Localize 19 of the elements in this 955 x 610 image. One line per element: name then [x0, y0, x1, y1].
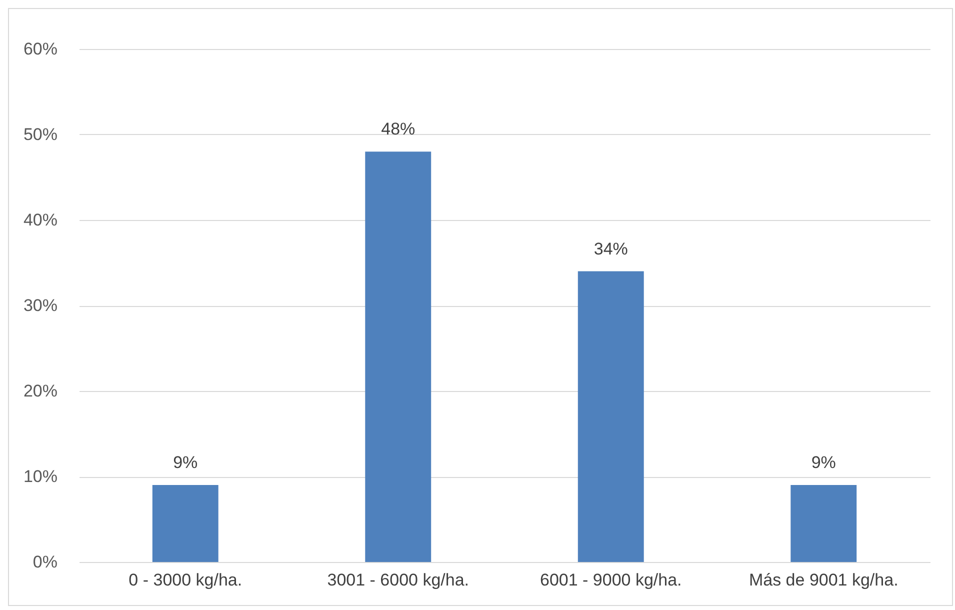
- y-tick-label: 40%: [23, 210, 58, 230]
- y-tick-label: 0%: [32, 552, 58, 572]
- bar: [790, 485, 857, 562]
- data-label: 9%: [173, 453, 198, 472]
- bar: [365, 152, 432, 562]
- y-tick-label: 30%: [23, 296, 58, 315]
- y-tick-label: 60%: [23, 40, 58, 58]
- bar: [152, 485, 218, 562]
- x-tick-label: 0 - 3000 kg/ha.: [128, 570, 242, 590]
- y-tick-label: 10%: [23, 467, 58, 486]
- x-tick-label: 3001 - 6000 kg/ha.: [327, 570, 470, 590]
- y-tick-label: 50%: [23, 125, 58, 144]
- x-tick-label: Más de 9001 kg/ha.: [748, 570, 898, 590]
- data-label: 48%: [381, 120, 416, 139]
- y-tick-label: 20%: [23, 382, 58, 400]
- x-tick-label: 6001 - 9000 kg/ha.: [540, 570, 682, 590]
- bar: [578, 271, 644, 562]
- data-label: 34%: [594, 239, 628, 258]
- data-label: 9%: [811, 453, 836, 472]
